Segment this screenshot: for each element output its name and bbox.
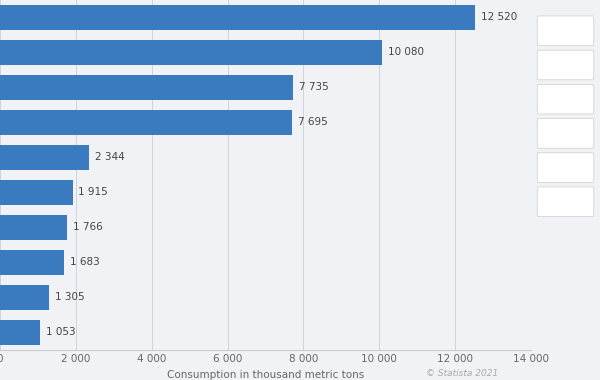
Text: © Statista 2021: © Statista 2021 bbox=[426, 369, 498, 378]
FancyBboxPatch shape bbox=[537, 187, 594, 217]
Bar bbox=[0, 110, 292, 135]
Text: 1 683: 1 683 bbox=[70, 257, 99, 267]
Text: 12 520: 12 520 bbox=[481, 13, 517, 22]
Text: 1 305: 1 305 bbox=[55, 292, 85, 302]
Text: 10 080: 10 080 bbox=[388, 48, 424, 57]
Bar bbox=[0, 145, 89, 170]
Text: 1 053: 1 053 bbox=[46, 327, 75, 337]
Bar bbox=[0, 215, 67, 240]
FancyBboxPatch shape bbox=[537, 153, 594, 182]
FancyBboxPatch shape bbox=[537, 119, 594, 148]
Bar bbox=[0, 285, 49, 310]
Bar bbox=[0, 320, 40, 345]
Bar bbox=[0, 180, 73, 205]
FancyBboxPatch shape bbox=[537, 50, 594, 80]
Text: 1 766: 1 766 bbox=[73, 222, 103, 232]
Bar bbox=[0, 5, 475, 30]
Bar bbox=[0, 40, 382, 65]
FancyBboxPatch shape bbox=[537, 84, 594, 114]
Text: 7 695: 7 695 bbox=[298, 117, 327, 127]
Bar bbox=[0, 250, 64, 275]
Text: 2 344: 2 344 bbox=[95, 152, 124, 162]
Text: 7 735: 7 735 bbox=[299, 82, 329, 92]
Text: 1 915: 1 915 bbox=[79, 187, 108, 197]
X-axis label: Consumption in thousand metric tons: Consumption in thousand metric tons bbox=[167, 370, 364, 380]
FancyBboxPatch shape bbox=[537, 16, 594, 46]
Bar bbox=[0, 75, 293, 100]
